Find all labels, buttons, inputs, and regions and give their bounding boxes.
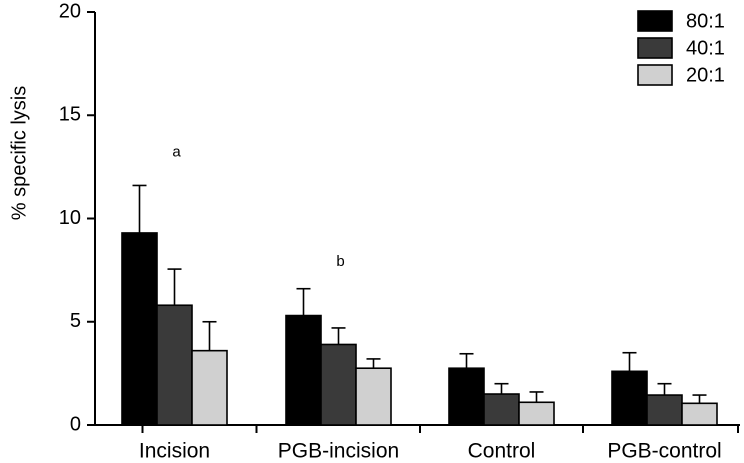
legend-label: 80:1 [686,10,725,32]
bar-20-1-pgb-control [681,402,718,426]
bar-40-1-pgb-control [646,394,683,426]
bar-40-1-pgb-incision [320,343,357,426]
legend: 80:1 40:1 20:1 [637,10,725,86]
legend-swatch [637,37,673,59]
bar-40-1-incision [156,304,193,426]
y-tick-label: 10 [59,207,81,229]
legend-label: 20:1 [686,64,725,86]
x-tick-label: PGB-control [607,440,721,463]
legend-label: 40:1 [686,37,725,59]
annotation-label: a [172,143,181,160]
x-tick-label: Incision [139,440,210,463]
bar-80-1-pgb-incision [285,314,322,426]
legend-swatch [637,64,673,86]
x-tick-label: PGB-incision [278,440,399,463]
y-tick-label: 15 [59,104,81,126]
y-tick-label: 5 [70,310,81,332]
y-tick-label: 20 [59,0,81,22]
y-axis-label: % specific lysis [8,86,30,220]
bar-20-1-incision [191,349,228,426]
plot-area: 0 5 10 15 20 Incision PGB-incision Control PGB-c… [59,0,740,463]
legend-swatch [637,10,673,32]
bar-20-1-pgb-incision [355,367,392,426]
bar-20-1-control [518,401,555,426]
annotation-label: b [336,253,344,270]
bar-40-1-control [483,393,520,426]
bar-80-1-control [448,367,485,426]
x-tick-label: Control [468,440,536,463]
y-tick-label: 0 [70,413,81,435]
bar-80-1-incision [121,232,158,426]
bar-80-1-pgb-control [611,370,648,426]
